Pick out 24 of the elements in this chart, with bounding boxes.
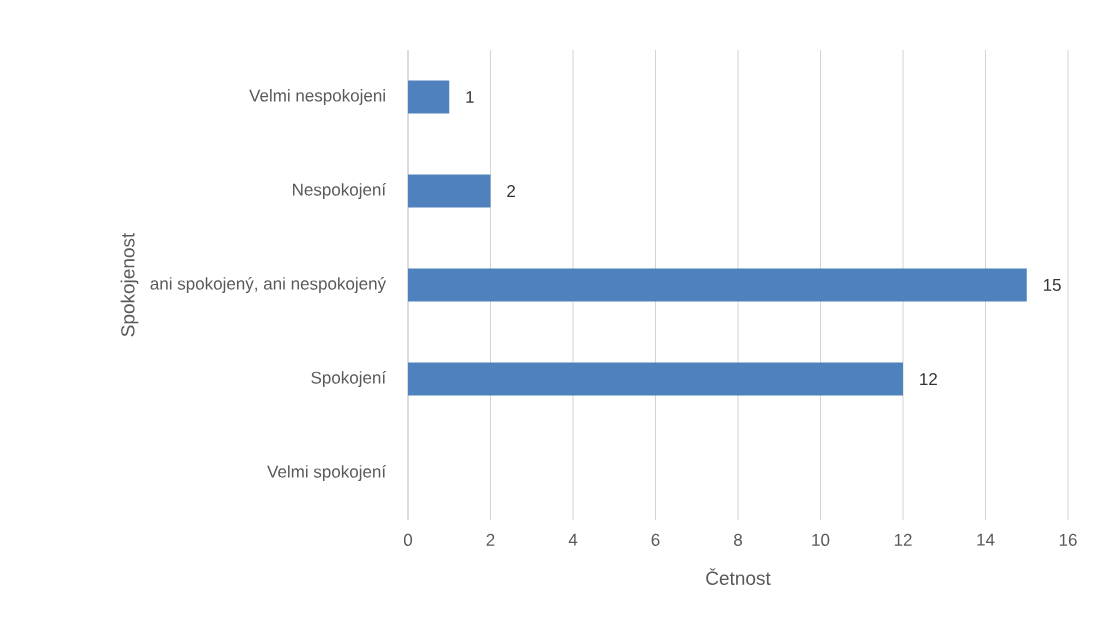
y-axis-title: Spokojenost xyxy=(120,232,139,337)
x-tick-label: 2 xyxy=(486,533,495,546)
x-tick-label: 0 xyxy=(403,533,413,546)
y-tick-label: Spokojení xyxy=(311,370,387,388)
data-label: 2 xyxy=(507,185,515,197)
y-tick-label: Velmi nespokojeni xyxy=(249,89,385,105)
y-tick-label: Nespokojení xyxy=(293,182,387,200)
bar xyxy=(408,174,491,208)
x-tick-label: 10 xyxy=(812,533,830,546)
data-label: 15 xyxy=(1043,279,1061,291)
x-tick-label: 4 xyxy=(568,533,578,546)
x-axis-title: Četnost xyxy=(706,568,771,585)
x-tick-label: 16 xyxy=(1059,533,1077,546)
bar xyxy=(408,80,450,114)
x-tick-label: 6 xyxy=(651,533,660,546)
y-tick-label: ani spokojený, ani nespokojený xyxy=(150,276,387,294)
x-tick-label: 8 xyxy=(734,533,742,546)
bar xyxy=(408,362,904,396)
x-tick-label: 14 xyxy=(977,533,995,546)
bar xyxy=(408,268,1027,302)
data-label: 1 xyxy=(466,91,474,103)
data-label: 12 xyxy=(920,373,937,385)
y-tick-label: Velmi spokojení xyxy=(267,464,387,482)
x-tick-label: 12 xyxy=(894,533,912,546)
